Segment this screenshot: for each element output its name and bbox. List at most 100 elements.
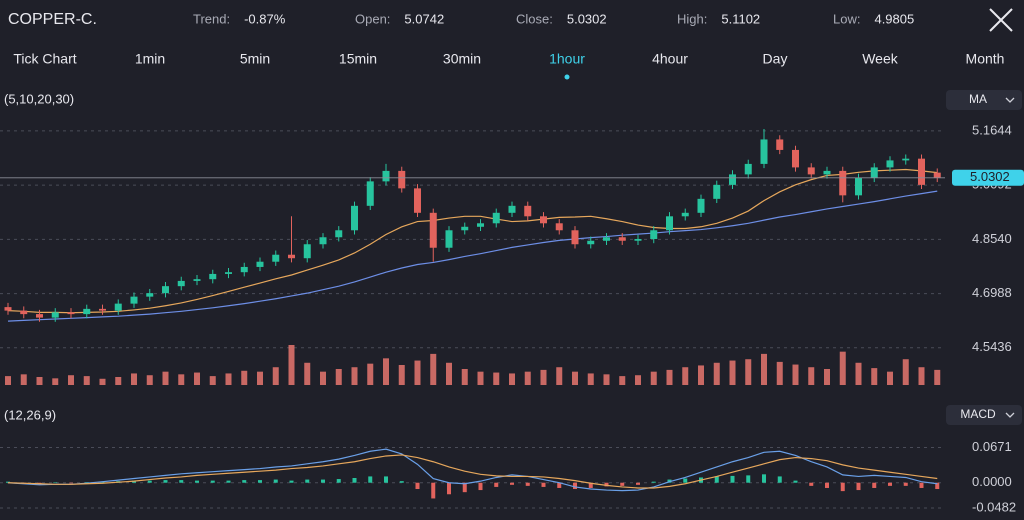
macd-histogram-bar	[573, 482, 577, 490]
candle-body	[461, 226, 469, 231]
candle-body	[225, 272, 232, 274]
macd-histogram-bar	[730, 475, 735, 483]
macd-histogram-bar	[825, 482, 829, 488]
stat-value: 5.0742	[404, 11, 444, 26]
volume-bar	[398, 365, 405, 385]
macd-histogram-bar	[557, 482, 562, 488]
volume-bar	[477, 371, 484, 385]
macd-histogram-bar	[683, 478, 688, 483]
candle-body	[839, 170, 847, 196]
stat-value: 5.0302	[567, 11, 607, 26]
timeframe-tab[interactable]: Day	[763, 51, 788, 67]
volume-bar	[761, 353, 767, 385]
timeframe-tab[interactable]: 1min	[135, 51, 165, 67]
macd-histogram-bar	[588, 482, 593, 488]
chevron	[1005, 412, 1015, 418]
volume-bar	[540, 369, 547, 385]
macd-histogram-bar	[368, 476, 373, 483]
macd-histogram-bar	[384, 476, 388, 483]
candle-body	[146, 293, 154, 297]
macd-histogram-bar	[6, 481, 10, 483]
close-button[interactable]	[989, 8, 1013, 32]
candle-body	[555, 223, 563, 231]
candle-body	[823, 170, 831, 175]
candle-body	[162, 286, 169, 294]
candle-body	[540, 216, 547, 224]
stat-label: Close:	[516, 11, 553, 26]
macd-histogram-bar	[762, 474, 766, 483]
candle-body	[36, 314, 43, 318]
macd-histogram-bar	[478, 482, 483, 491]
volume-bar	[257, 371, 263, 385]
macd-histogram-bar	[793, 480, 798, 483]
candle-body	[618, 237, 626, 241]
candle-body	[603, 237, 610, 241]
candle-body	[634, 239, 642, 241]
candle-body	[319, 237, 327, 245]
stat-value: -0.87%	[244, 11, 286, 26]
volume-bar	[650, 371, 657, 385]
volume-bar	[414, 360, 421, 385]
button-bg	[946, 90, 1022, 110]
timeframe-tab[interactable]: Tick Chart	[13, 51, 76, 67]
last-price-tag	[952, 169, 1024, 186]
y-tick-label: -0.0482	[972, 499, 1016, 514]
volume-bar	[430, 353, 437, 385]
macd-histogram-bar	[888, 482, 892, 486]
macd-histogram-bar	[651, 481, 656, 483]
candle-body	[729, 174, 736, 185]
volume-bar	[619, 376, 626, 385]
volume-bar	[83, 376, 90, 385]
macd-histogram-bar	[258, 480, 262, 483]
candle-body	[744, 163, 752, 175]
macd-histogram-bar	[242, 480, 247, 483]
stat: Trend: -0.87%	[193, 11, 286, 26]
candle-body	[382, 170, 390, 182]
indicator-button[interactable]: MA	[946, 90, 1022, 110]
timeframe-tab[interactable]: 5min	[240, 51, 270, 67]
volume-bar	[493, 372, 500, 385]
chevron	[1005, 97, 1015, 103]
volume-bar	[131, 373, 137, 385]
candle-body	[130, 296, 138, 304]
timeframe-tab[interactable]: Month	[966, 51, 1005, 67]
volume-bar	[146, 375, 153, 385]
volume-bar	[934, 369, 941, 385]
macd-histogram-bar	[636, 482, 640, 485]
candle-body	[776, 139, 784, 150]
symbol: COPPER-C.	[8, 11, 97, 28]
volume-bar	[162, 371, 169, 385]
macd-histogram-bar	[604, 482, 609, 487]
macd-histogram-bar	[714, 476, 719, 483]
volume-bar	[367, 363, 374, 385]
button-bg	[946, 405, 1022, 425]
indicator-button[interactable]: MACD	[946, 405, 1022, 425]
volume-bar	[666, 369, 673, 385]
timeframe-tab[interactable]: 1hour	[549, 51, 585, 67]
volume-bar	[635, 375, 641, 385]
timeframe-tab[interactable]: 30min	[443, 51, 481, 67]
candle-body	[933, 172, 941, 178]
candle-body	[303, 244, 311, 259]
candle-body	[83, 308, 91, 315]
macd-histogram-bar	[226, 480, 231, 483]
candle-body	[445, 230, 453, 248]
candle-body	[351, 205, 358, 231]
macd-histogram-bar	[840, 482, 845, 492]
volume-bar	[556, 367, 563, 385]
moving-average-line	[7, 168, 938, 314]
timeframe-tab[interactable]: 4hour	[652, 51, 688, 67]
candle-body	[886, 160, 894, 168]
macd-histogram-bar	[462, 482, 467, 493]
macd-histogram-bar	[510, 482, 514, 485]
macd-histogram-bar	[163, 480, 168, 483]
macd-histogram-bar	[777, 476, 782, 483]
candle-body	[288, 254, 295, 259]
macd-histogram-bar	[447, 482, 451, 495]
macd-histogram-bar	[179, 480, 184, 483]
timeframe-tab[interactable]: Week	[862, 51, 899, 67]
timeframe-tab[interactable]: 15min	[339, 51, 377, 67]
last-price-label: 5.0302	[970, 169, 1010, 184]
stat: Low: 4.9805	[833, 11, 914, 26]
